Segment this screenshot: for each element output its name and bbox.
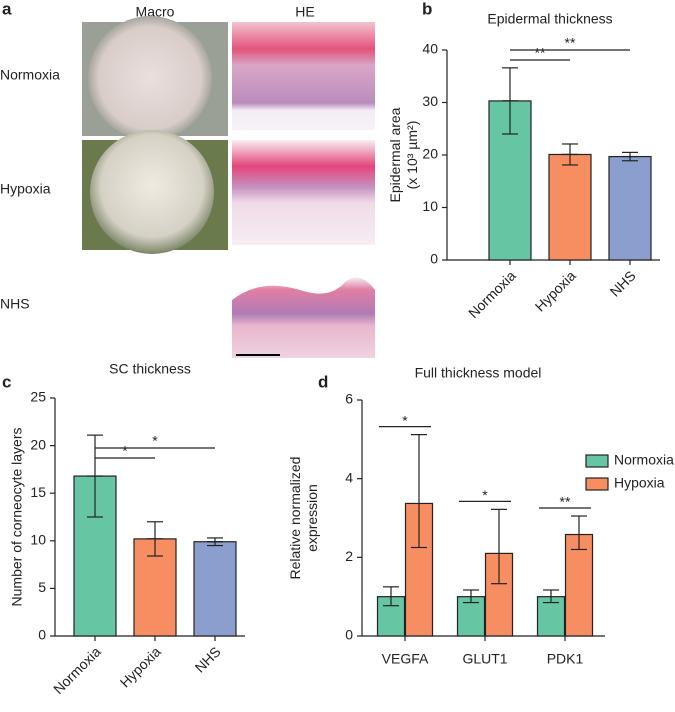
column-label: HE <box>295 4 314 20</box>
panel-label: a <box>2 0 12 18</box>
he-image <box>232 22 375 130</box>
significance-label: * <box>402 412 408 428</box>
chart-title: Epidermal thickness <box>487 11 612 27</box>
legend-swatch <box>585 454 609 468</box>
legend-label: Normoxia <box>614 452 674 468</box>
significance-label: ** <box>560 494 571 510</box>
he-image <box>232 140 375 245</box>
y-axis-label: Relative normalized <box>287 457 303 580</box>
chart-title: SC thickness <box>109 361 191 377</box>
he-image <box>232 277 375 358</box>
x-tick-label: NHS <box>607 267 639 299</box>
y-axis-label: Epidermal area <box>387 107 403 202</box>
row-label: Hypoxia <box>0 181 51 197</box>
column-label: Macro <box>136 4 175 20</box>
significance-label: ** <box>535 45 546 61</box>
x-tick-label: Normoxia <box>50 643 104 697</box>
y-tick-label: 2 <box>345 548 353 564</box>
y-tick-label: 5 <box>38 579 46 595</box>
y-axis-label: (x 10³ µm²) <box>404 121 420 190</box>
bar <box>193 541 237 637</box>
bar <box>608 155 652 261</box>
x-tick-label: GLUT1 <box>462 651 507 667</box>
significance-label: * <box>482 487 488 503</box>
y-axis-label: expression <box>304 484 320 552</box>
x-tick-label: Hypoxia <box>532 267 579 314</box>
y-tick-label: 30 <box>422 93 438 109</box>
x-tick-label: PDK1 <box>547 651 584 667</box>
y-tick-label: 25 <box>30 389 46 405</box>
x-tick-label: Hypoxia <box>117 643 164 690</box>
y-tick-label: 4 <box>345 469 353 485</box>
legend-label: Hypoxia <box>614 475 665 491</box>
y-tick-label: 0 <box>345 627 353 643</box>
panel-label: b <box>422 0 432 18</box>
chart-title: Full thickness model <box>415 365 542 381</box>
panel-label: d <box>318 372 328 391</box>
y-tick-label: 20 <box>30 436 46 452</box>
x-tick-label: NHS <box>192 643 224 675</box>
y-tick-label: 40 <box>422 41 438 57</box>
row-label: Normoxia <box>0 67 60 83</box>
x-tick-label: VEGFA <box>382 651 429 667</box>
macro-dish <box>90 130 214 254</box>
y-tick-label: 6 <box>345 391 353 407</box>
y-tick-label: 10 <box>30 532 46 548</box>
bar <box>564 533 594 637</box>
y-tick-label: 10 <box>422 198 438 214</box>
row-label: NHS <box>0 296 30 312</box>
significance-label: * <box>122 443 128 459</box>
bar <box>548 153 592 261</box>
y-axis-label: Number of corneocyte layers <box>9 428 25 607</box>
macro-dish <box>88 16 212 140</box>
panel-label: c <box>2 372 11 391</box>
y-tick-label: 20 <box>422 146 438 162</box>
legend-swatch <box>585 477 609 491</box>
y-tick-label: 0 <box>38 627 46 643</box>
x-tick-label: Normoxia <box>465 267 519 321</box>
significance-label: * <box>152 433 158 449</box>
significance-label: ** <box>565 35 576 51</box>
y-tick-label: 15 <box>30 484 46 500</box>
y-tick-label: 0 <box>430 251 438 267</box>
bar <box>536 596 566 637</box>
